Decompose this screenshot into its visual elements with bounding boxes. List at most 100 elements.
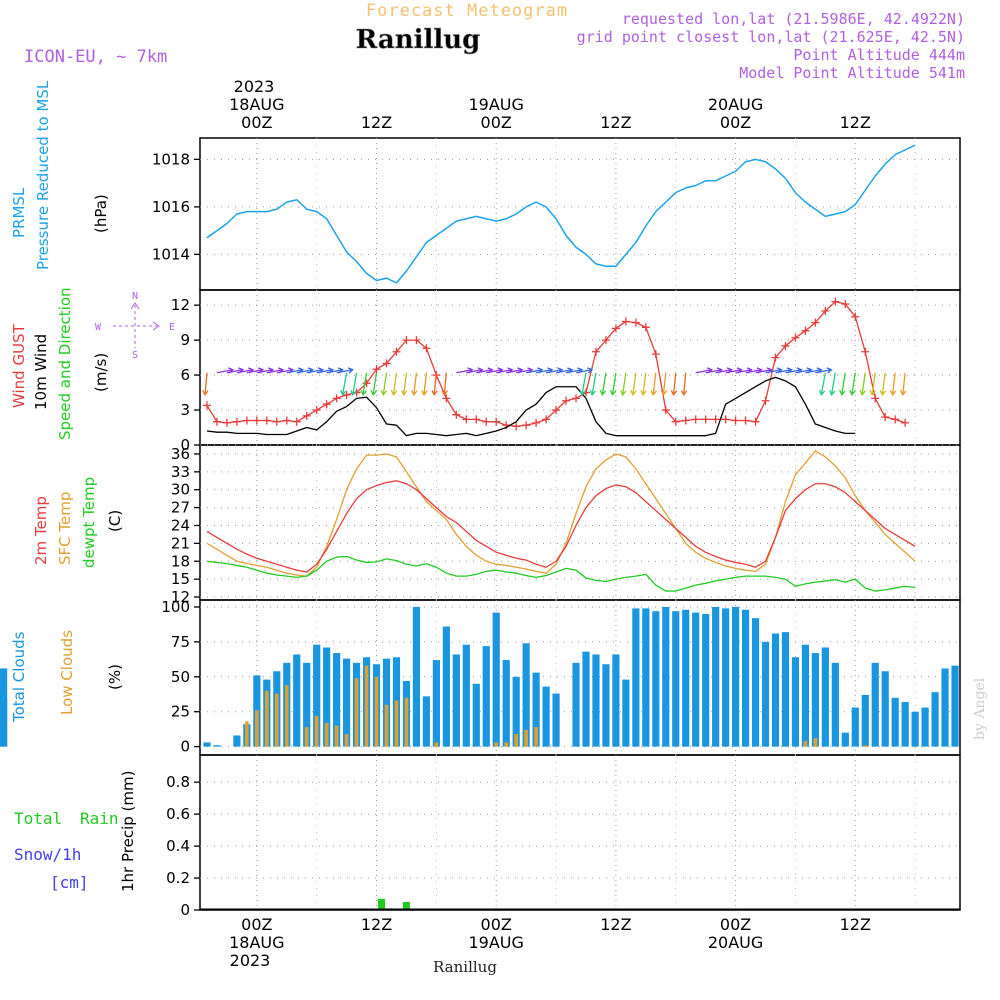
y-tick-label: 21 [171, 534, 190, 552]
gust-marker [841, 299, 850, 308]
panel-frames [199, 137, 961, 911]
wind-arrow [830, 372, 836, 395]
wind-arrow-head [609, 389, 617, 396]
gust-marker [262, 416, 271, 425]
total-cloud-bar [941, 668, 949, 747]
wind-arrow [755, 369, 772, 374]
top-date-label: 20AUG [708, 95, 763, 114]
gust-marker [462, 415, 471, 424]
wind-arrow [506, 369, 523, 374]
wind-arrow [881, 372, 886, 395]
total-cloud-bar [343, 658, 351, 747]
total-cloud-bar [931, 692, 939, 747]
total-cloud-bar [871, 662, 879, 747]
total-cloud-bar [861, 694, 869, 747]
wind-line [206, 376, 856, 437]
gust-marker [322, 400, 331, 409]
wind-arrow [296, 369, 313, 374]
gust-marker [661, 406, 670, 415]
total-cloud-bar [632, 608, 640, 747]
wind-arrow [443, 372, 447, 395]
wind-arrow [496, 369, 513, 374]
gust-marker [751, 417, 760, 426]
low-cloud-bar [255, 710, 259, 747]
y-tick-label: 36 [171, 445, 190, 463]
gust-marker [781, 341, 790, 350]
cloud-panel: 0 25 50 75 100 [0, 598, 960, 756]
wind-arrow-head [587, 367, 594, 374]
gust-marker [721, 415, 730, 424]
gridpoint-coords: grid point closest lon,lat (21.625E, 42.… [577, 28, 965, 46]
wind-arrow-head [380, 389, 388, 396]
station-title: Ranillug [356, 25, 481, 55]
wind-arrow [695, 369, 712, 374]
precip-total-label: Total [14, 809, 62, 828]
bottom-hour-label: 12Z [840, 915, 871, 934]
gust-marker [552, 406, 561, 415]
wind-arrow-head [340, 389, 347, 396]
total-cloud-bar [771, 633, 780, 747]
gust-marker [452, 410, 461, 419]
wind-arrow [392, 372, 398, 395]
total-cloud-bar [652, 611, 660, 747]
wind-arrow [336, 369, 353, 374]
total-cloud-bar [572, 662, 580, 747]
total-cloud-bar [801, 644, 809, 747]
wind-arrow [341, 372, 348, 395]
total-cloud-bar [951, 665, 959, 747]
bottom-hour-label: 00Z [720, 915, 751, 934]
total-cloud-bar [901, 701, 909, 747]
gust-marker [282, 416, 291, 425]
y-tick-label: 75 [171, 633, 190, 651]
gust-marker [621, 317, 630, 326]
low-cloud-bar [494, 742, 499, 747]
y-tick-label: 3 [180, 401, 190, 419]
total-cloud-bar [0, 699, 8, 747]
total-cloud-bar [472, 683, 480, 747]
wind-arrow [362, 372, 368, 395]
wind-panel: 0 3 6 9 12 [171, 296, 960, 454]
compass-west: W [95, 322, 102, 333]
wind-arrow-head [889, 389, 897, 396]
gust-label: Wind GUST [10, 323, 28, 408]
total-cloud-bar [732, 606, 740, 747]
y-tick-label: 15 [171, 570, 190, 588]
wind-arrow [652, 372, 657, 395]
watermark: by Angel [972, 677, 988, 740]
total-cloud-label: Total Clouds [10, 631, 28, 723]
low-cloud-bar [524, 729, 528, 747]
wind-arrow-head [899, 389, 907, 396]
wind-arrow [815, 369, 832, 374]
low-cloud-bar [534, 727, 538, 747]
total-cloud-bar [532, 672, 540, 747]
total-cloud-bar [662, 606, 670, 747]
wind-arrow [256, 369, 273, 374]
gust-marker [292, 417, 301, 426]
total-cloud-bar [712, 606, 720, 747]
low-cloud-bar [863, 745, 868, 747]
total-cloud-bar [462, 644, 470, 747]
pressure-labels: PRMSL Pressure Reduced to MSL (hPa) [10, 80, 110, 270]
wind-arrow [642, 372, 647, 395]
y-tick-label: 0 [180, 901, 190, 919]
total-cloud-bar [751, 618, 760, 747]
total-cloud-bar [452, 654, 460, 747]
gust-marker [861, 347, 870, 356]
t2m-line [206, 480, 916, 573]
wind-arrow [871, 372, 876, 395]
gust-marker [801, 326, 810, 335]
y-tick-label: 6 [180, 366, 190, 384]
bottom-hour-label: 00Z [241, 915, 272, 934]
gust-marker [382, 359, 391, 368]
gust-marker [332, 394, 341, 403]
total-cloud-bar [841, 732, 849, 747]
model-label: ICON-EU, ~ 7km [24, 47, 167, 67]
gust-marker [641, 323, 650, 332]
precip-unit-label: 1hr Precip (mm) [119, 771, 137, 892]
low-cloud-bar [504, 742, 508, 747]
gust-marker [811, 318, 820, 327]
gust-marker [831, 297, 840, 306]
total-cloud-bar [542, 686, 550, 747]
